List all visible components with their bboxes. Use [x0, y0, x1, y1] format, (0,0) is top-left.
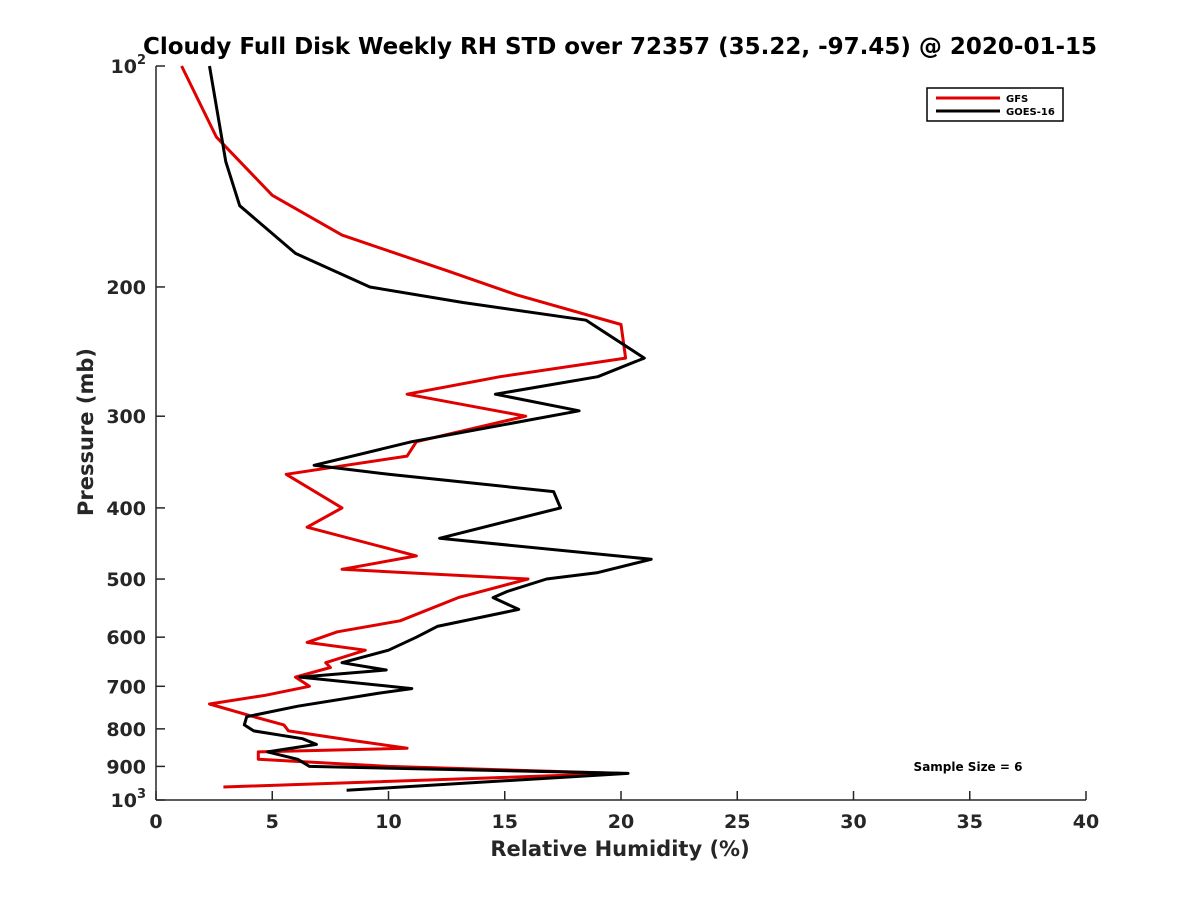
x-tick-label: 10 [375, 811, 401, 833]
x-tick-label: 5 [266, 811, 279, 833]
y-tick-label: 102 [111, 53, 147, 78]
x-tick-label: 0 [149, 811, 162, 833]
x-tick-label: 30 [840, 811, 866, 833]
y-tick-label: 103 [111, 787, 147, 812]
x-tick-label: 20 [608, 811, 634, 833]
ticks-layer: 0 5 10 15 20 25 30 35 40 102 200 300 400 500 600 700 800… [106, 53, 1099, 833]
legend-box [926, 87, 1064, 122]
y-tick-label: 700 [106, 676, 146, 698]
x-tick-label: 35 [957, 811, 983, 833]
chart-title: Cloudy Full Disk Weekly RH STD over 7235… [143, 34, 1097, 60]
series-line-1 [208, 65, 653, 792]
y-tick-label: 900 [106, 756, 146, 778]
x-tick-label: 15 [492, 811, 518, 833]
legend-label-0: GFS [1006, 94, 1028, 105]
sample-size-annotation: Sample Size = 6 [914, 760, 1023, 774]
y-tick-label: 600 [106, 627, 146, 649]
x-axis-label: Relative Humidity (%) [490, 837, 749, 861]
x-tick-label: 40 [1073, 811, 1099, 833]
x-tick-label: 25 [724, 811, 750, 833]
y-tick-label: 400 [106, 498, 146, 520]
y-tick-label: 300 [106, 406, 146, 428]
series-layer [180, 65, 653, 792]
series-line-0 [180, 65, 628, 789]
y-tick-label: 200 [106, 277, 146, 299]
legend: GFS GOES-16 [926, 87, 1064, 122]
legend-label-1: GOES-16 [1006, 107, 1055, 118]
y-tick-label: 500 [106, 569, 146, 591]
y-tick-label: 800 [106, 719, 146, 741]
y-axis-label: Pressure (mb) [74, 348, 98, 516]
